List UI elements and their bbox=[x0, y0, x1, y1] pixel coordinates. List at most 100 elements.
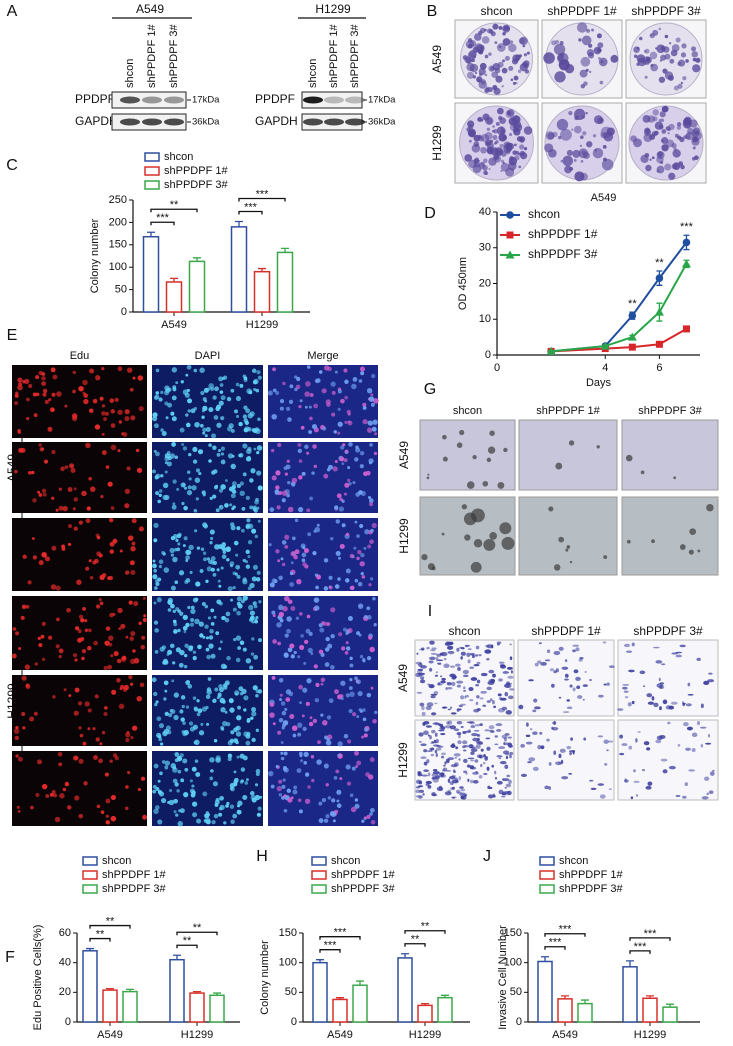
panel-label: I bbox=[428, 603, 432, 620]
cell bbox=[430, 652, 438, 655]
y-axis-label: Colony number bbox=[89, 218, 101, 293]
colony bbox=[518, 165, 522, 169]
cell bbox=[500, 795, 506, 798]
nucleus bbox=[271, 675, 276, 680]
nucleus bbox=[346, 409, 351, 414]
nucleus bbox=[267, 390, 273, 396]
cell bbox=[456, 684, 461, 688]
nucleus bbox=[64, 781, 70, 787]
nucleus bbox=[126, 466, 131, 471]
nucleus bbox=[221, 547, 227, 552]
nucleus bbox=[347, 739, 352, 744]
nucleus bbox=[161, 760, 166, 764]
nucleus bbox=[281, 710, 287, 716]
nucleus bbox=[107, 664, 113, 670]
colony bbox=[645, 164, 652, 172]
x-tick-label: H1299 bbox=[409, 1029, 441, 1041]
nucleus bbox=[272, 367, 276, 372]
nucleus bbox=[220, 566, 224, 570]
cell bbox=[662, 769, 668, 774]
cell bbox=[480, 748, 484, 752]
nucleus bbox=[235, 725, 241, 731]
sphere bbox=[470, 508, 485, 523]
nucleus bbox=[174, 752, 180, 757]
legend-swatch bbox=[311, 870, 327, 880]
colony bbox=[483, 158, 488, 163]
colony bbox=[661, 137, 669, 145]
cell bbox=[575, 676, 581, 681]
micrograph bbox=[517, 639, 615, 717]
nucleus bbox=[155, 451, 160, 457]
nucleus bbox=[153, 601, 157, 605]
nucleus bbox=[224, 617, 230, 623]
blot-cell-line: A549 bbox=[136, 2, 164, 16]
nucleus bbox=[153, 522, 159, 529]
nucleus bbox=[322, 720, 328, 726]
sphere bbox=[464, 534, 471, 541]
cell bbox=[476, 661, 481, 665]
cell bbox=[428, 656, 436, 661]
cell bbox=[493, 795, 496, 798]
cell bbox=[502, 671, 510, 674]
cell bbox=[428, 684, 435, 689]
nucleus bbox=[78, 758, 84, 764]
nucleus bbox=[155, 700, 159, 704]
colony bbox=[596, 33, 602, 39]
nucleus bbox=[347, 466, 351, 470]
row-label: A549 bbox=[397, 441, 411, 469]
nucleus bbox=[284, 534, 290, 540]
colony bbox=[494, 41, 498, 44]
legend-label: shPPDPF 3# bbox=[528, 247, 598, 261]
nucleus bbox=[158, 493, 162, 498]
cell bbox=[445, 687, 448, 691]
nucleus bbox=[218, 812, 223, 817]
nucleus bbox=[241, 507, 246, 511]
nucleus bbox=[280, 557, 284, 561]
point bbox=[546, 346, 556, 355]
cell bbox=[631, 700, 635, 705]
nucleus bbox=[255, 768, 261, 774]
nucleus bbox=[209, 628, 214, 634]
cell bbox=[455, 746, 459, 750]
colony bbox=[523, 126, 533, 135]
cell bbox=[553, 650, 561, 656]
nucleus bbox=[329, 664, 335, 670]
nucleus bbox=[276, 622, 282, 628]
nucleus bbox=[33, 413, 38, 418]
nucleus bbox=[212, 560, 218, 566]
x-tick-label: A549 bbox=[552, 1029, 578, 1041]
nucleus bbox=[235, 396, 241, 402]
point bbox=[654, 307, 664, 316]
colony bbox=[647, 115, 656, 123]
nucleus bbox=[171, 367, 178, 373]
colony bbox=[466, 71, 475, 79]
nucleus bbox=[176, 789, 180, 793]
nucleus bbox=[158, 559, 164, 565]
cell bbox=[475, 683, 480, 687]
nucleus bbox=[256, 450, 260, 455]
panel-label: A bbox=[7, 3, 18, 20]
nucleus bbox=[331, 412, 336, 417]
nucleus bbox=[323, 473, 329, 479]
nucleus bbox=[194, 529, 198, 533]
colony bbox=[486, 146, 494, 154]
nucleus bbox=[246, 388, 252, 394]
nucleus bbox=[243, 695, 249, 701]
nucleus bbox=[189, 726, 195, 732]
nucleus bbox=[87, 645, 92, 651]
cell bbox=[428, 735, 432, 740]
nucleus bbox=[154, 702, 158, 707]
micrograph bbox=[12, 365, 147, 438]
colony bbox=[598, 56, 601, 60]
nucleus bbox=[242, 577, 247, 582]
cell bbox=[473, 708, 480, 713]
nucleus bbox=[282, 381, 286, 386]
colony bbox=[519, 144, 525, 150]
cell bbox=[509, 643, 513, 646]
colony bbox=[524, 147, 527, 151]
nucleus bbox=[301, 558, 306, 563]
nucleus bbox=[234, 409, 238, 414]
nucleus bbox=[14, 401, 19, 406]
nucleus bbox=[218, 448, 221, 452]
nucleus bbox=[210, 622, 215, 626]
